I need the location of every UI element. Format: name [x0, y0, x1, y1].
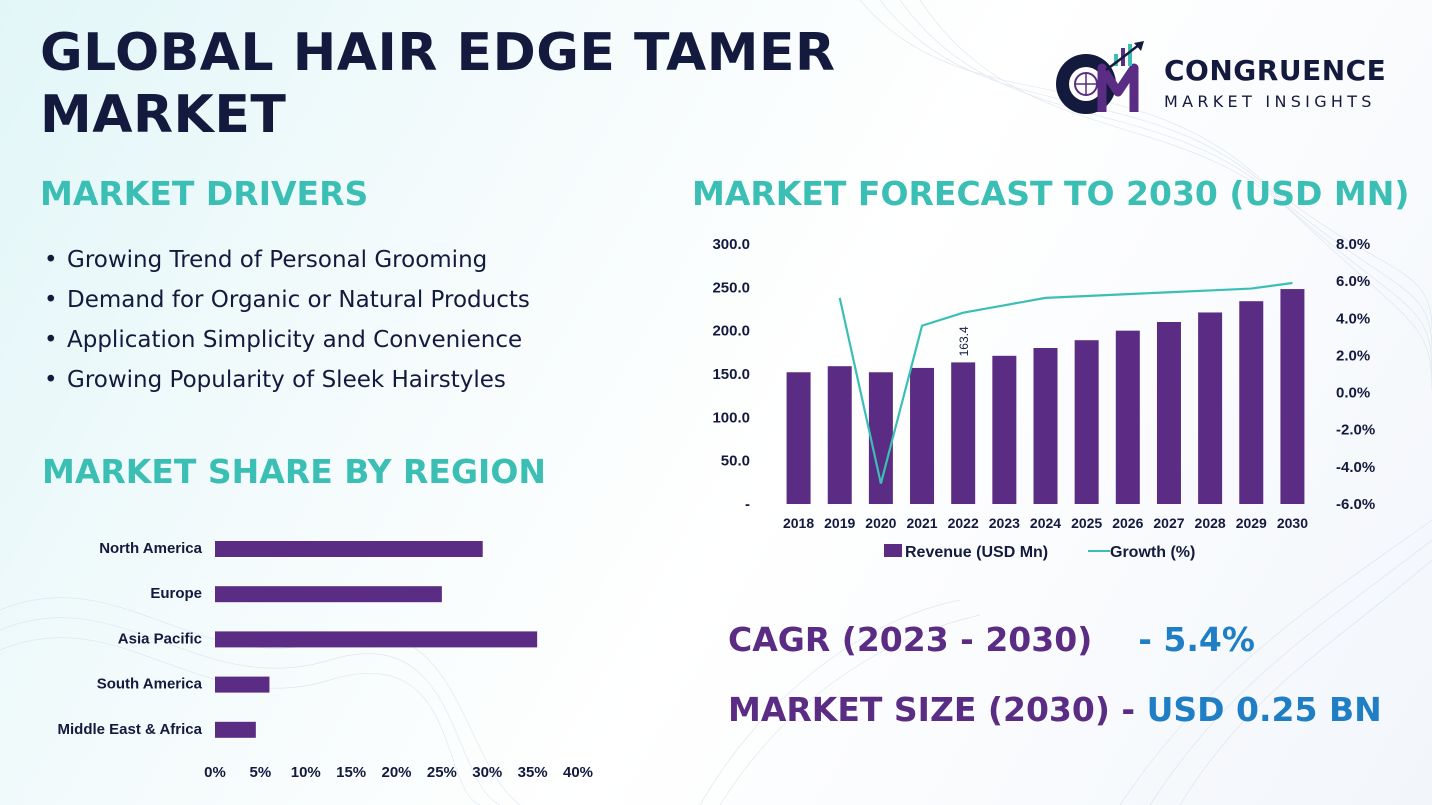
- bullet-icon: •: [44, 327, 58, 353]
- driver-item: • Growing Popularity of Sleek Hairstyles: [44, 363, 530, 403]
- revenue-bar: [1156, 322, 1181, 504]
- y-right-tick-label: 2.0%: [1336, 347, 1370, 364]
- legend-label-revenue: Revenue (USD Mn): [905, 544, 1048, 561]
- x-tick-label: 2021: [906, 515, 937, 531]
- x-tick-label: 2025: [1071, 515, 1102, 531]
- revenue-bar: [910, 367, 935, 504]
- y-left-tick-label: 150.0: [712, 366, 750, 383]
- x-tick-label: 2020: [865, 515, 896, 531]
- region-label: South America: [97, 676, 203, 693]
- revenue-bar: [1198, 312, 1223, 504]
- revenue-bar: [1239, 301, 1264, 504]
- company-logo: CONGRUENCE MARKET INSIGHTS: [1044, 40, 1404, 120]
- x-tick-label: 2018: [783, 515, 814, 531]
- cagr-label: CAGR (2023 - 2030): [728, 620, 1093, 659]
- y-right-tick-label: -6.0%: [1336, 496, 1375, 513]
- region-share-bar: [215, 586, 442, 603]
- logo-tagline: MARKET INSIGHTS: [1164, 92, 1376, 111]
- region-share-bar: [215, 541, 483, 557]
- x-tick-label: 2028: [1195, 515, 1226, 531]
- x-tick-label: 20%: [381, 764, 411, 781]
- x-tick-label: 0%: [204, 764, 226, 781]
- bullet-icon: •: [44, 367, 58, 393]
- market-size-label: MARKET SIZE (2030) -: [728, 690, 1136, 729]
- legend-swatch-revenue: [884, 544, 902, 557]
- revenue-bar: [1033, 348, 1058, 504]
- driver-item: • Growing Trend of Personal Grooming: [44, 243, 530, 283]
- x-tick-label: 10%: [291, 764, 321, 781]
- region-share-bar: [215, 676, 270, 693]
- revenue-bar: [1074, 340, 1099, 504]
- x-tick-label: 2024: [1030, 515, 1061, 531]
- revenue-bar: [992, 355, 1017, 504]
- y-left-tick-label: -: [745, 496, 750, 513]
- x-tick-label: 2019: [824, 515, 855, 531]
- market-size-value: USD 0.25 BN: [1146, 690, 1382, 729]
- y-left-tick-label: 250.0: [712, 279, 750, 296]
- x-tick-label: 2023: [989, 515, 1020, 531]
- x-tick-label: 2022: [948, 515, 979, 531]
- bullet-icon: •: [44, 247, 58, 273]
- region-label: Europe: [150, 585, 202, 602]
- y-right-tick-label: 0.0%: [1336, 385, 1370, 402]
- x-tick-label: 40%: [563, 764, 593, 781]
- x-tick-label: 35%: [518, 764, 548, 781]
- x-tick-label: 2027: [1153, 515, 1184, 531]
- x-tick-label: 25%: [427, 764, 457, 781]
- logo-mark-icon: [1056, 41, 1144, 114]
- revenue-bar: [1280, 289, 1305, 504]
- region-heading: MARKET SHARE BY REGION: [42, 452, 546, 491]
- logo-name: CONGRUENCE: [1164, 54, 1387, 87]
- market-size-kpi: MARKET SIZE (2030) - USD 0.25 BN: [728, 690, 1382, 729]
- x-tick-label: 2026: [1112, 515, 1143, 531]
- driver-text: Growing Trend of Personal Grooming: [67, 247, 488, 273]
- driver-item: • Application Simplicity and Convenience: [44, 323, 530, 363]
- y-right-tick-label: 4.0%: [1336, 310, 1370, 327]
- x-tick-label: 30%: [472, 764, 502, 781]
- x-tick-label: 2029: [1236, 515, 1267, 531]
- region-share-bar: [215, 721, 256, 738]
- region-label: Middle East & Africa: [58, 721, 203, 738]
- drivers-list: • Growing Trend of Personal Grooming • Dem…: [44, 243, 530, 403]
- region-share-bar: [215, 631, 538, 648]
- region-label: North America: [99, 540, 202, 557]
- y-left-tick-label: 100.0: [712, 409, 750, 426]
- driver-text: Growing Popularity of Sleek Hairstyles: [67, 367, 506, 393]
- y-right-tick-label: 8.0%: [1336, 236, 1370, 253]
- page-title: GLOBAL HAIR EDGE TAMER MARKET: [40, 23, 836, 145]
- region-label: Asia Pacific: [118, 630, 202, 647]
- y-left-tick-label: 50.0: [721, 453, 750, 470]
- revenue-bar: [827, 366, 852, 504]
- y-right-tick-label: -4.0%: [1336, 459, 1375, 476]
- y-left-tick-label: 200.0: [712, 323, 750, 340]
- y-right-tick-label: -2.0%: [1336, 422, 1375, 439]
- revenue-bar: [951, 362, 976, 504]
- drivers-heading: MARKET DRIVERS: [40, 174, 369, 213]
- driver-text: Demand for Organic or Natural Products: [67, 287, 530, 313]
- x-tick-label: 15%: [336, 764, 366, 781]
- y-right-tick-label: 6.0%: [1336, 273, 1370, 290]
- x-tick-label: 2030: [1277, 515, 1308, 531]
- bar-data-label: 163.4: [957, 326, 971, 356]
- driver-text: Application Simplicity and Convenience: [67, 327, 523, 353]
- y-left-tick-label: 300.0: [712, 236, 750, 253]
- cagr-kpi: CAGR (2023 - 2030) - 5.4%: [728, 620, 1255, 659]
- forecast-heading: MARKET FORECAST TO 2030 (USD MN): [692, 174, 1410, 213]
- driver-item: • Demand for Organic or Natural Products: [44, 283, 530, 323]
- growth-line: [838, 281, 1293, 484]
- revenue-bar: [786, 372, 811, 504]
- legend-label-growth: Growth (%): [1110, 544, 1195, 561]
- cagr-value: - 5.4%: [1138, 620, 1255, 659]
- revenue-bar: [1115, 330, 1140, 504]
- bullet-icon: •: [44, 287, 58, 313]
- x-tick-label: 5%: [250, 764, 272, 781]
